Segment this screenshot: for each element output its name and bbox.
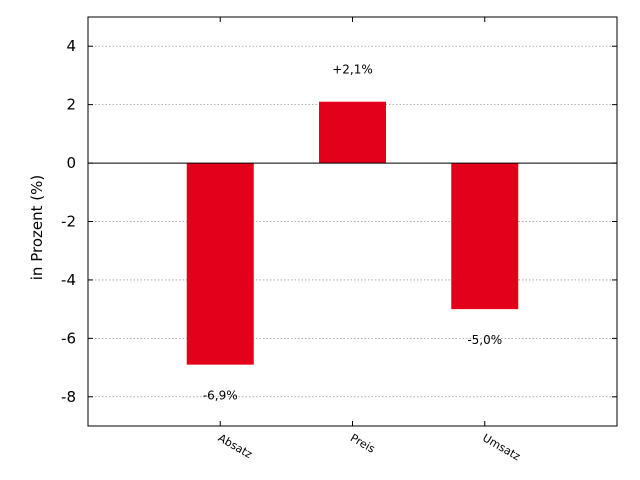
y-tick-label: -6	[61, 329, 76, 347]
bar-absatz	[186, 163, 254, 365]
y-axis-label: in Prozent (%)	[28, 175, 46, 280]
bars	[186, 101, 519, 365]
y-tick-label: -8	[61, 388, 76, 406]
y-tick-label: 4	[66, 37, 76, 55]
data-label: -6,9%	[203, 389, 238, 403]
gridlines	[88, 45, 617, 398]
plot-frame	[87, 16, 618, 427]
bar-preis	[319, 101, 386, 164]
bar-umsatz	[451, 163, 519, 310]
data-label: -5,0%	[467, 333, 502, 347]
category-label: Absatz	[216, 431, 255, 461]
data-label: +2,1%	[332, 63, 373, 77]
category-label: Preis	[348, 431, 377, 456]
y-axis: 4 2 0 -2 -4 -6 -8	[61, 37, 617, 406]
data-labels: -6,9% +2,1% -5,0%	[203, 63, 502, 403]
y-tick-label: 2	[66, 96, 76, 114]
y-tick-label: -2	[61, 213, 76, 231]
y-tick-label: -4	[61, 271, 76, 289]
category-label: Umsatz	[480, 431, 522, 463]
y-tick-label: 0	[66, 154, 76, 172]
